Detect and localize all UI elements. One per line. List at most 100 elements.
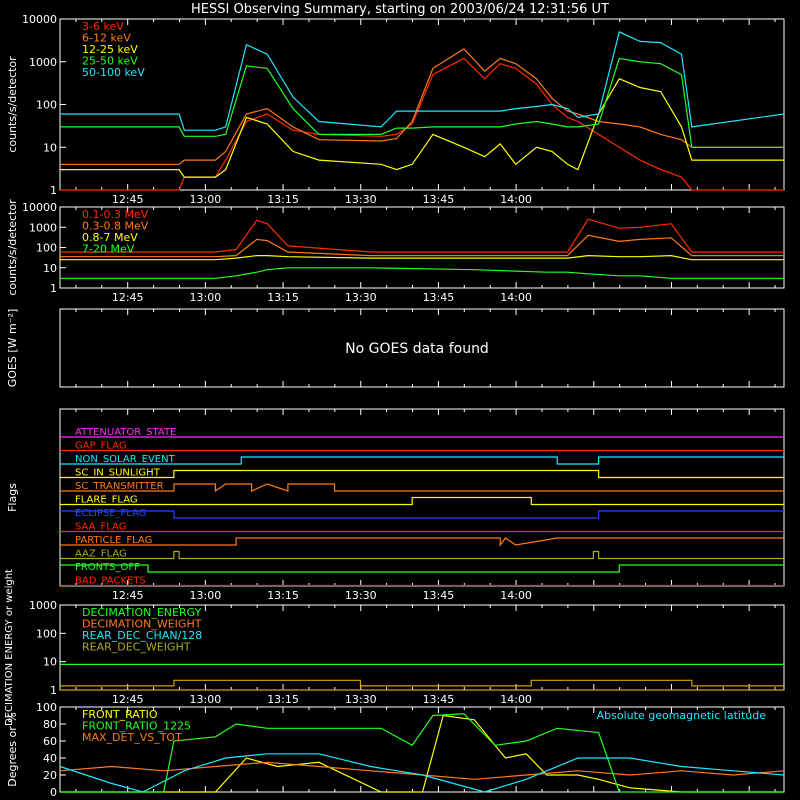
flag-label: ATTENUATOR_STATE [75, 427, 176, 438]
series-line [60, 267, 784, 279]
legend-entry: DECIMATION_WEIGHT [82, 618, 202, 631]
flag-label: FRONTS_OFF [75, 562, 140, 573]
page-title: HESSI Observing Summary, starting on 200… [191, 2, 609, 17]
x-tick-label: 13:45 [423, 693, 455, 706]
series-line [60, 234, 784, 258]
x-tick-label: 13:30 [345, 693, 377, 706]
y-tick-label: 20 [43, 769, 57, 782]
x-tick-label: 13:00 [190, 193, 222, 206]
x-tick-label: 12:45 [112, 291, 144, 304]
legend-entry: 7-20 MeV [82, 243, 135, 256]
y-tick-label: 100 [36, 627, 57, 640]
y-tick-label: 10000 [22, 13, 57, 26]
series-line [60, 714, 784, 793]
legend-entry: FRONT_RATIO_1225 [82, 720, 191, 733]
x-tick-label: 13:45 [423, 589, 455, 602]
flag-label: PARTICLE_FLAG [75, 535, 152, 546]
y-tick-label: 1 [50, 282, 57, 295]
flag-label: AAZ_FLAG [75, 549, 127, 560]
x-tick-label: 13:30 [345, 291, 377, 304]
y-tick-label: 10 [43, 656, 57, 669]
x-tick-label: 14:00 [500, 589, 532, 602]
y-tick-label: 0 [50, 786, 57, 799]
legend-entry: 25-50 keV [82, 55, 138, 68]
flag-line [60, 483, 784, 493]
y-axis-label: Degrees or % [6, 712, 19, 786]
panel-frame-1 [59, 206, 785, 289]
panel-frame-2 [59, 308, 785, 388]
y-axis-label: DECIMATION ENERGY or weight [4, 569, 15, 726]
series-line [60, 78, 784, 178]
y-axis-label: Flags [6, 483, 19, 512]
x-tick-label: 13:00 [190, 291, 222, 304]
series-line [60, 57, 784, 148]
x-tick-label: 13:15 [267, 291, 299, 304]
series-line [59, 753, 785, 793]
legend-entry: 0.8-7 MeV [82, 231, 138, 244]
flag-label: SAA_FLAG [75, 522, 126, 533]
y-tick-label: 40 [43, 752, 57, 765]
series-line [60, 254, 784, 261]
y-tick-label: 100 [36, 701, 57, 714]
flag-line [60, 550, 784, 560]
flag-line [60, 564, 784, 573]
series-line [60, 218, 784, 253]
y-tick-label: 100 [36, 99, 57, 112]
x-tick-label: 13:45 [423, 291, 455, 304]
flag-line [60, 456, 784, 465]
x-tick-label: 13:30 [345, 589, 377, 602]
legend-entry: 50-100 keV [82, 66, 145, 79]
series-line [60, 57, 784, 191]
y-tick-label: 1000 [29, 56, 57, 69]
x-tick-label: 13:15 [267, 589, 299, 602]
y-tick-label: 10000 [22, 201, 57, 214]
flag-line [60, 537, 784, 547]
legend-entry: 0.1-0.3 MeV [82, 208, 149, 221]
flag-label: NON_SOLAR_EVENT [75, 454, 176, 465]
flag-line [60, 496, 784, 506]
x-tick-label: 13:00 [190, 589, 222, 602]
y-tick-label: 1 [50, 184, 57, 197]
flag-line [60, 469, 784, 479]
flag-label: SC_TRANSMITTER [75, 481, 164, 492]
flag-label: BAD_PACKETS [75, 576, 146, 587]
legend-entry: FRONT_RATIO [82, 708, 158, 721]
x-tick-label: 13:15 [267, 193, 299, 206]
y-axis-label: counts/s/detector [6, 199, 19, 296]
y-tick-label: 60 [43, 735, 57, 748]
y-axis-label: GOES [W m⁻²] [6, 309, 19, 388]
series-line [60, 48, 784, 165]
legend-entry: REAR_DEC_WEIGHT [82, 641, 191, 654]
legend-entry: REAR_DEC_CHAN/128 [82, 629, 202, 642]
legend-entry: 12-25 keV [82, 43, 138, 56]
y-tick-label: 80 [43, 718, 57, 731]
y-axis-label: counts/s/detector [6, 56, 19, 153]
x-tick-label: 14:00 [500, 193, 532, 206]
y-tick-label: 10 [43, 262, 57, 275]
y-tick-label: 10 [43, 141, 57, 154]
flag-label: FLARE_FLAG [75, 495, 138, 506]
x-tick-label: 14:00 [500, 291, 532, 304]
legend-entry: 3-6 keV [82, 20, 124, 33]
flag-line [60, 510, 784, 519]
series-line [60, 713, 784, 793]
legend-entry: 6-12 keV [82, 32, 131, 45]
annotation-label: Absolute geomagnetic latitude [597, 709, 767, 722]
flag-label: ECLIPSE_FLAG [75, 508, 146, 519]
y-tick-label: 1000 [29, 599, 57, 612]
flag-label: GAP_FLAG [75, 441, 127, 452]
legend-entry: MAX_DET_VS_TOT [82, 731, 182, 744]
flag-label: SC_IN_SUNLIGHT [75, 468, 161, 479]
y-tick-label: 1000 [29, 221, 57, 234]
legend-entry: 0.3-0.8 MeV [82, 220, 149, 233]
no-data-message: No GOES data found [345, 341, 489, 357]
x-tick-label: 12:45 [112, 589, 144, 602]
legend-entry: DECIMATION_ENERGY [82, 606, 202, 619]
x-tick-label: 13:30 [345, 193, 377, 206]
series-line [60, 31, 785, 131]
y-tick-label: 1 [50, 684, 57, 697]
x-tick-label: 14:00 [500, 693, 532, 706]
x-tick-label: 13:45 [423, 193, 455, 206]
decimation-line [60, 679, 784, 687]
